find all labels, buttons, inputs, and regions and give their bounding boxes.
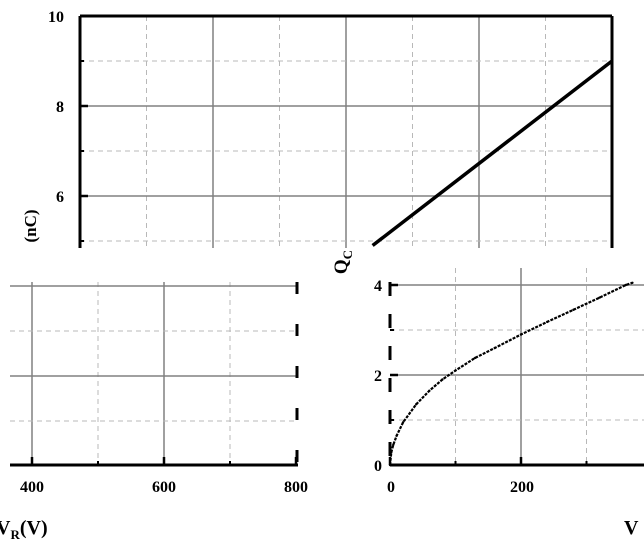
bl-xtick-label-600: 600 [152, 479, 176, 496]
top-chart-y-ticks [80, 14, 88, 242]
br-xtick-label-200: 200 [510, 479, 534, 496]
bl-xtick-label-800: 800 [284, 479, 308, 496]
br-series-point [395, 434, 398, 437]
top-ytick-label-6: 6 [56, 189, 64, 206]
bottom-right-y-axis-label: QC [331, 250, 355, 274]
bottom-right-grid [390, 268, 644, 465]
br-series-point [624, 283, 627, 287]
br-series-point [598, 296, 601, 299]
bottom-right-series-curve [388, 281, 634, 467]
br-series-point [519, 333, 523, 336]
top-chart-grid [80, 16, 612, 248]
bottom-left-grid [10, 282, 297, 465]
bottom-left-x-ticks [30, 457, 298, 465]
br-ytick-label-2: 2 [374, 368, 382, 385]
br-ytick-label-0: 0 [374, 458, 382, 475]
br-ytick-label-4: 4 [374, 278, 382, 295]
br-series-point [388, 463, 392, 467]
bl-xtick-label-400: 400 [20, 479, 44, 496]
br-series-point [392, 443, 395, 446]
br-series-line [388, 281, 633, 466]
top-ytick-label-8: 8 [56, 99, 64, 116]
top-ytick-label-10: 10 [48, 9, 64, 26]
br-series-point [546, 320, 549, 324]
br-series-point [428, 389, 431, 392]
top-chart-panel: 10 8 6 (nC) [21, 9, 614, 248]
br-series-point [454, 369, 457, 372]
bottom-right-x-axis-label: V [624, 517, 639, 539]
br-series-point [493, 346, 496, 350]
bottom-left-x-axis-label: VR(V) [0, 517, 48, 542]
top-series-line [371, 59, 614, 247]
br-series-point [441, 378, 444, 381]
br-series-point [390, 451, 393, 454]
br-series-point [473, 356, 477, 360]
bottom-right-chart-panel: 4 2 0 0 200 QC V [331, 250, 644, 539]
top-y-axis-label: (nC) [21, 209, 40, 242]
br-series-point [415, 403, 418, 406]
bottom-left-chart-panel: 400 600 800 VR(V) [0, 282, 308, 542]
br-series-point [631, 281, 634, 284]
br-series-point [572, 308, 575, 311]
crop-seam-band [0, 248, 644, 270]
top-chart-axes [78, 14, 614, 248]
br-series-point [401, 421, 405, 424]
br-xtick-label-0: 0 [387, 479, 395, 496]
